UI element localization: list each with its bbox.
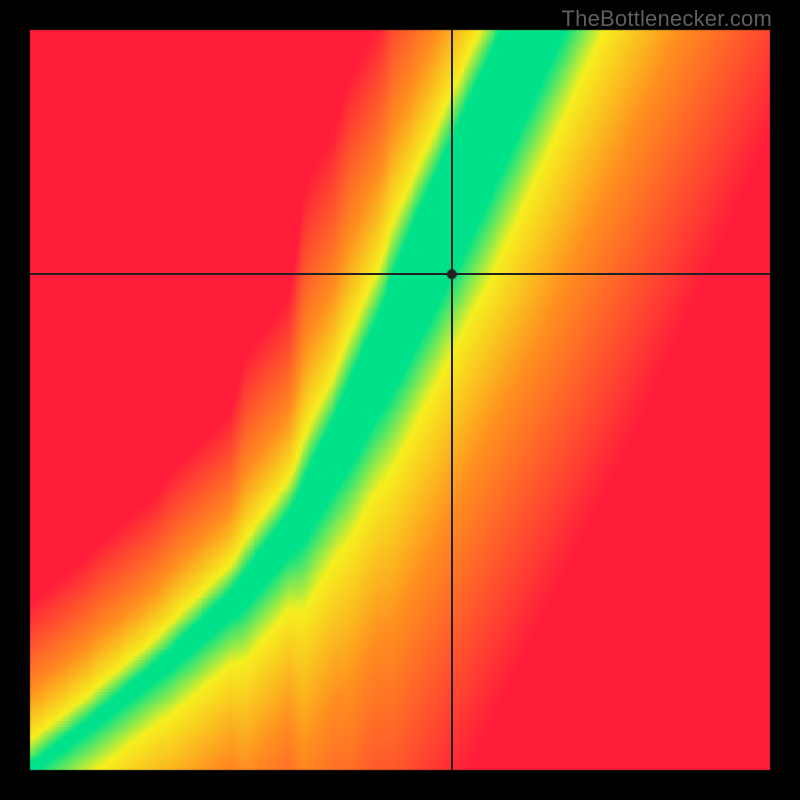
bottleneck-heatmap [0, 0, 800, 800]
crosshair-vertical [451, 30, 453, 770]
crosshair-horizontal [30, 273, 770, 275]
watermark-text: TheBottlenecker.com [562, 6, 772, 32]
chart-container: TheBottlenecker.com [0, 0, 800, 800]
